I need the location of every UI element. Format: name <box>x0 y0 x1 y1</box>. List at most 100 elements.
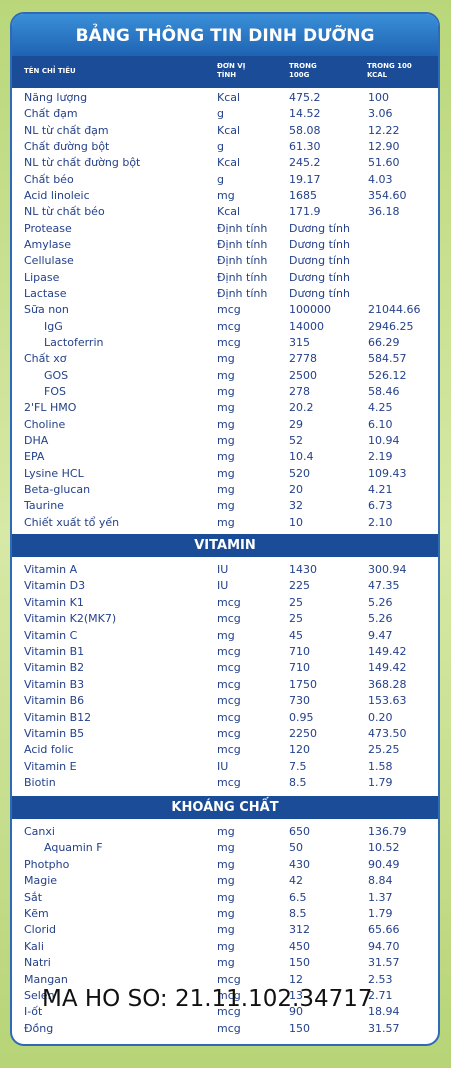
cell: Định tính <box>217 254 268 268</box>
table-row: Lipase Định tính Dương tính <box>12 270 438 286</box>
cell: FOS <box>44 384 66 398</box>
cell: 65.66 <box>368 923 400 937</box>
cell: 520 <box>289 466 310 480</box>
cell: 710 <box>289 661 310 675</box>
table-row: DHA mg 52 10.94 <box>12 433 438 449</box>
table-row: Vitamin B2 mcg 710 149.42 <box>12 660 438 676</box>
cell: Natri <box>24 956 51 970</box>
cell: 278 <box>289 384 310 398</box>
cell: Định tính <box>217 237 268 251</box>
cell: 10 <box>289 515 303 529</box>
cell: mcg <box>217 595 241 609</box>
cell: I-ốt <box>24 1005 43 1019</box>
cell: 1.79 <box>368 776 393 790</box>
cell: Kẽm <box>24 907 49 920</box>
cell: 1750 <box>289 677 317 691</box>
table-row: Kẽm mg 8.5 1.79 <box>12 906 438 922</box>
cell: Định tính <box>217 221 268 235</box>
cell: 245.2 <box>289 156 321 170</box>
table-row: Kali mg 450 94.70 <box>12 939 438 955</box>
cell: Đồng <box>24 1021 54 1035</box>
table-row: Selen mcg 13 2.71 <box>12 988 438 1004</box>
cell: Lactase <box>24 286 67 300</box>
cell: mg <box>217 515 235 529</box>
cell: mcg <box>217 989 241 1002</box>
cell: Vitamin B3 <box>24 677 85 691</box>
table-row: Canxi mg 650 136.79 <box>12 824 438 840</box>
table-row: Protease Định tính Dương tính <box>12 221 438 237</box>
cell: IU <box>217 563 229 576</box>
table-row: Vitamin K2(MK7) mcg 25 5.26 <box>12 611 438 627</box>
cell: Photpho <box>24 857 70 871</box>
cell: 51.60 <box>368 156 400 170</box>
cell: 312 <box>289 923 310 937</box>
cell: 2500 <box>289 368 317 382</box>
cell: 120 <box>289 743 310 757</box>
cell: 8.5 <box>289 776 307 790</box>
cell: Canxi <box>24 825 55 838</box>
cell: mcg <box>217 694 241 708</box>
table-row: I-ốt mcg 90 18.94 <box>12 1004 438 1020</box>
table-row: Vitamin C mg 45 9.47 <box>12 628 438 644</box>
cell: 473.50 <box>368 727 407 740</box>
cell: mg <box>217 923 235 937</box>
table-row: Năng lượng Kcal 475.2 100 <box>12 90 438 106</box>
cell: mg <box>217 890 235 904</box>
table-row: GOS mg 2500 526.12 <box>12 368 438 384</box>
cell: Định tính <box>217 270 268 284</box>
cell: Dương tính <box>289 286 350 300</box>
cell: Lysine HCL <box>24 466 84 480</box>
cell: mcg <box>217 612 241 626</box>
cell: NL từ chất đường bột <box>24 156 141 170</box>
cell: Chất xơ <box>24 352 67 366</box>
cell: 2946.25 <box>368 319 414 333</box>
cell: mg <box>217 907 235 920</box>
cell: 650 <box>289 825 310 838</box>
cell: 430 <box>289 857 310 871</box>
cell: 1430 <box>289 563 317 576</box>
cell: 2.71 <box>368 989 393 1002</box>
cell: NL từ chất béo <box>24 205 105 219</box>
cell: 526.12 <box>368 368 407 382</box>
cell: 8.84 <box>368 874 393 888</box>
cell: 25.25 <box>368 743 400 757</box>
cell: DHA <box>24 433 49 447</box>
cell: NL từ chất đạm <box>24 123 109 137</box>
cell: 42 <box>289 874 303 888</box>
table-row: NL từ chất đạm Kcal 58.08 12.22 <box>12 123 438 139</box>
table-row: Chất béo g 19.17 4.03 <box>12 172 438 188</box>
table-row: Chất đường bột g 61.30 12.90 <box>12 139 438 155</box>
cell: 225 <box>289 579 310 593</box>
column-label: ĐƠN VỊ TÍNH <box>217 62 246 79</box>
cell: 20.2 <box>289 401 314 415</box>
cell: 6.5 <box>289 890 307 904</box>
cell: 31.57 <box>368 1021 400 1035</box>
cell: 10.52 <box>368 841 400 855</box>
cell: 475.2 <box>289 91 321 104</box>
cell: 2'FL HMO <box>24 401 77 415</box>
cell: Vitamin K1 <box>24 595 84 609</box>
cell: 52 <box>289 433 303 447</box>
cell: 94.70 <box>368 939 400 953</box>
watermark: MA HO SO: 21.11.102.34717 <box>42 986 373 1012</box>
cell: mg <box>217 401 235 415</box>
cell: Cellulase <box>24 254 74 268</box>
cell: mg <box>217 482 235 496</box>
cell: 354.60 <box>368 188 407 202</box>
table-row: Vitamin D3 IU 225 47.35 <box>12 578 438 594</box>
table-row: Acid folic mcg 120 25.25 <box>12 742 438 758</box>
panel: BẢNG THÔNG TIN DINH DƯỠNG TÊN CHỈ TIÊU Đ… <box>10 12 440 1046</box>
table-row: Mangan mcg 12 2.53 <box>12 972 438 988</box>
cell: 730 <box>289 694 310 708</box>
cell: mg <box>217 499 235 513</box>
cell: 50 <box>289 841 303 855</box>
table-row: Vitamin E IU 7.5 1.58 <box>12 759 438 775</box>
cell: g <box>217 172 224 186</box>
table-row: Vitamin B6 mcg 730 153.63 <box>12 693 438 709</box>
cell: 584.57 <box>368 352 407 366</box>
cell: 31.57 <box>368 956 400 970</box>
cell: 1.58 <box>368 759 393 773</box>
cell: 1.79 <box>368 907 393 920</box>
cell: 90.49 <box>368 857 400 871</box>
